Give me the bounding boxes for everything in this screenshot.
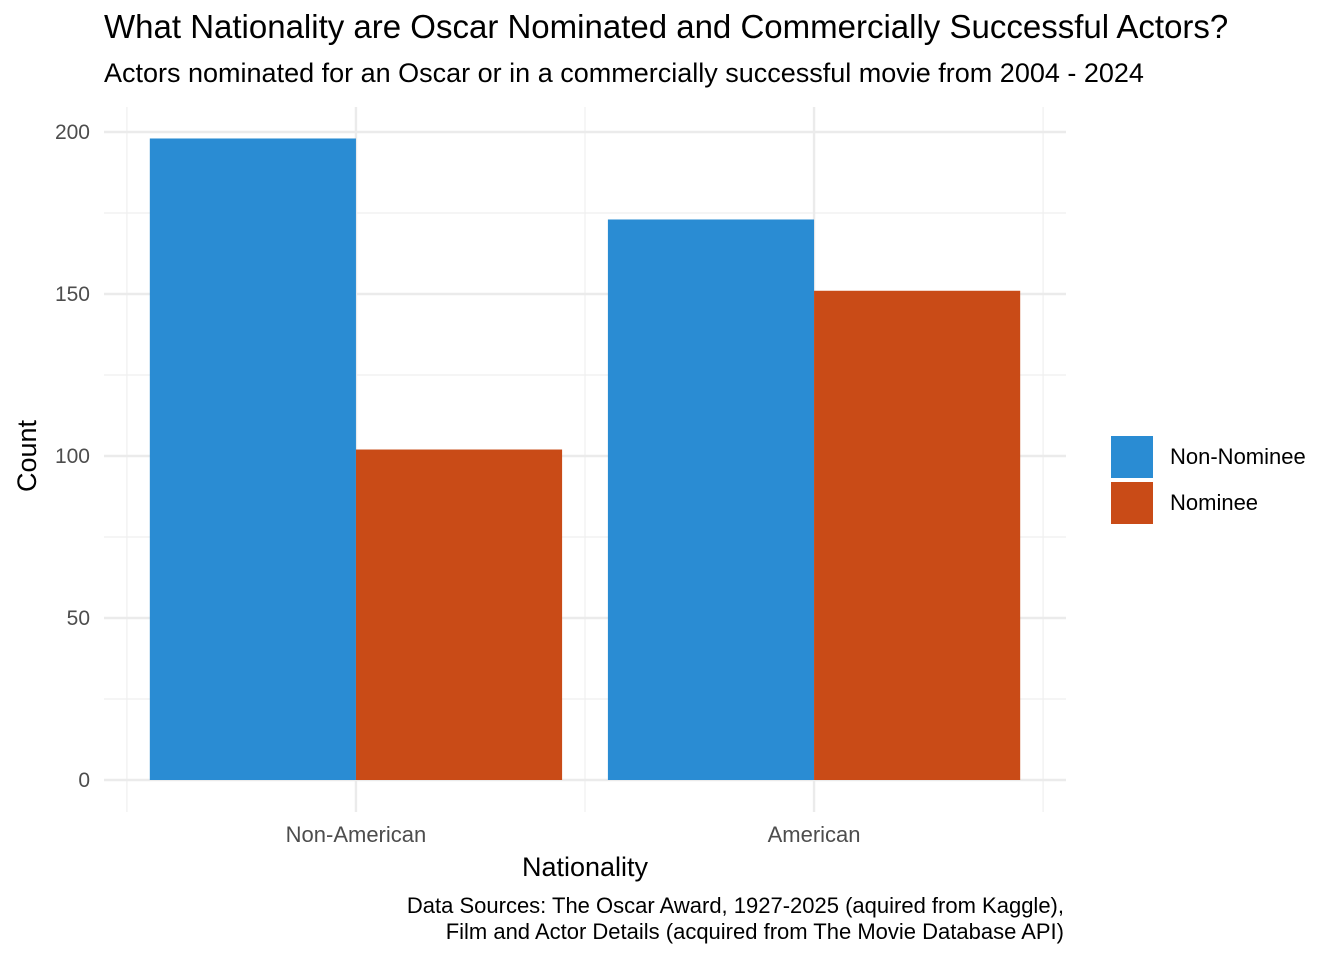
x-tick-label: Non-American <box>286 822 427 847</box>
chart-title: What Nationality are Oscar Nominated and… <box>104 8 1229 45</box>
legend-key <box>1111 436 1153 478</box>
axis-labels: 0 50 100 150 200 Non-American American National… <box>12 121 861 882</box>
bars <box>149 138 1021 781</box>
y-tick-label: 150 <box>55 283 90 306</box>
chart-subtitle: Actors nominated for an Oscar or in a co… <box>104 58 1144 88</box>
legend-label: Nominee <box>1170 490 1259 515</box>
y-tick-label: 0 <box>78 769 90 792</box>
bar-non-nominee-non-american <box>149 138 356 781</box>
x-tick-label: American <box>768 822 861 847</box>
y-tick-label: 50 <box>67 607 90 630</box>
y-tick-label: 200 <box>55 121 90 144</box>
bar-nominee-non-american <box>355 449 563 780</box>
bar-nominee-american <box>814 290 1021 780</box>
x-axis-title: Nationality <box>522 852 649 882</box>
caption-line-2: Film and Actor Details (acquired from Th… <box>445 919 1064 944</box>
legend-label: Non-Nominee <box>1170 444 1306 469</box>
caption: Data Sources: The Oscar Award, 1927-2025… <box>407 893 1064 945</box>
caption-line-1: Data Sources: The Oscar Award, 1927-2025… <box>406 893 1064 918</box>
bar-non-nominee-american <box>607 219 815 781</box>
y-axis-title: Count <box>12 419 42 492</box>
y-tick-label: 100 <box>55 445 90 468</box>
legend-key <box>1111 482 1153 524</box>
